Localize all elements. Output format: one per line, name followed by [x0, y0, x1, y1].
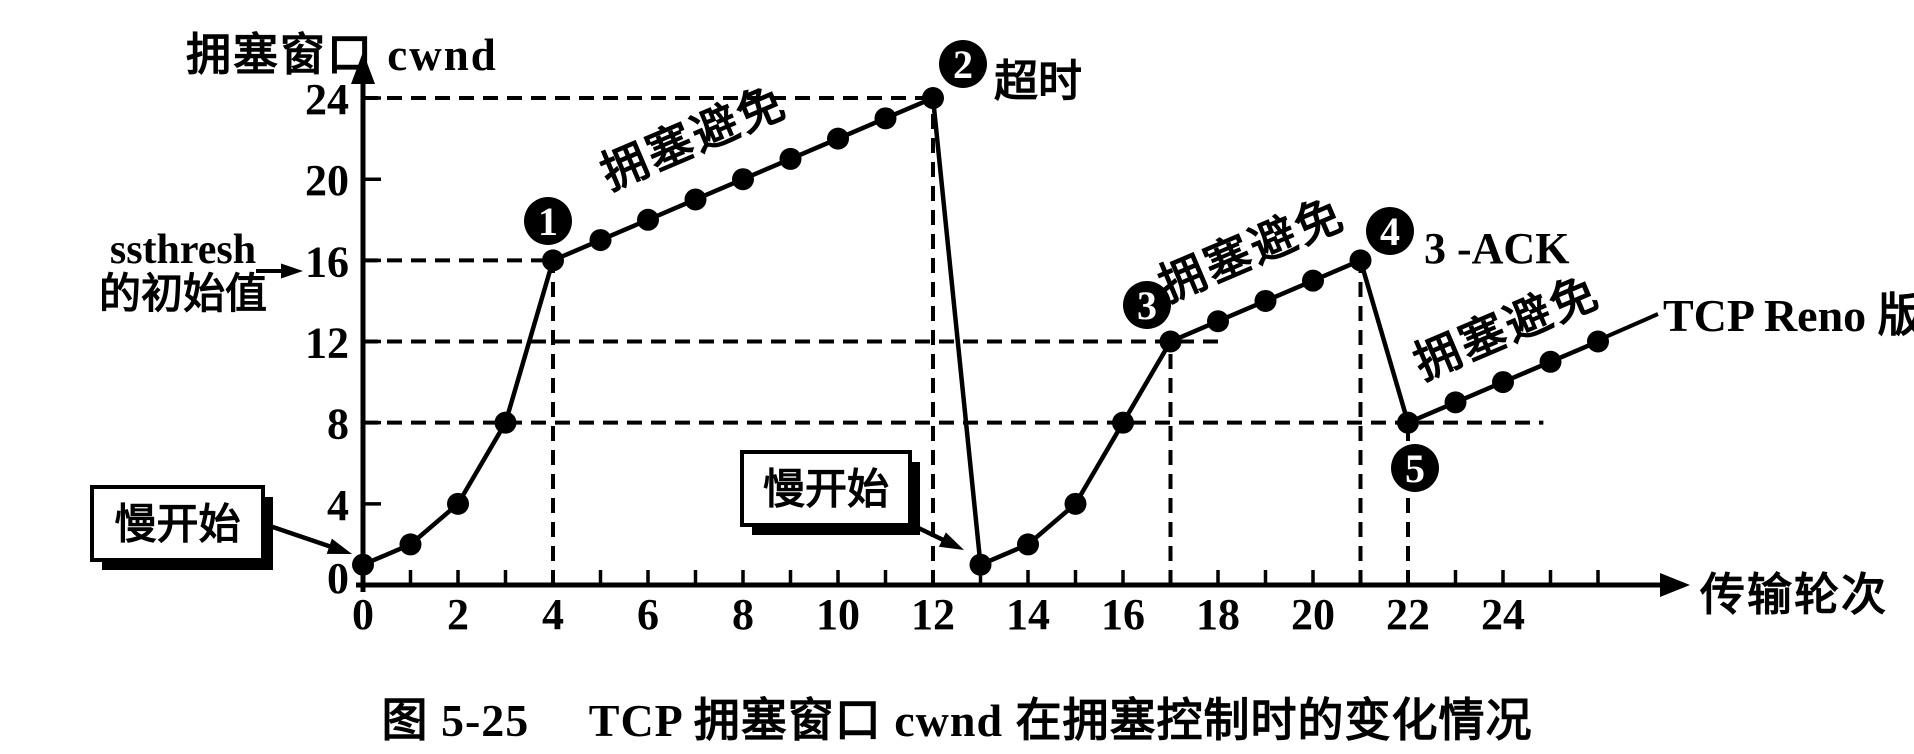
- x-axis-title: 传输轮次: [1700, 570, 1889, 620]
- ssthresh-label-line2: 的初始值: [98, 272, 267, 319]
- data-point: [1397, 411, 1419, 434]
- ssthresh-label-line1: ssthresh: [109, 227, 257, 273]
- data-point: [922, 87, 944, 110]
- data-point: [1254, 289, 1277, 312]
- data-point: [779, 147, 802, 170]
- data-point: [969, 553, 992, 576]
- callout-box-label: 慢开始: [763, 467, 889, 514]
- callout-leader-arrow-icon: [938, 532, 964, 550]
- data-point: [1064, 492, 1087, 515]
- event-marker: [1391, 444, 1439, 492]
- reno-leader: [1600, 312, 1659, 341]
- event-marker-number: 2: [953, 42, 973, 87]
- cwnd-line: [362, 94, 1599, 568]
- event-label: 3 -ACK: [1424, 224, 1569, 273]
- data-point: [637, 208, 659, 231]
- event-marker: [1123, 281, 1171, 329]
- y-tick-label: 12: [305, 319, 349, 368]
- x-tick-label: 10: [816, 590, 860, 639]
- callout-box: [740, 450, 912, 527]
- phase-label: 拥塞避免: [594, 76, 794, 200]
- data-point: [352, 553, 374, 576]
- ssthresh-arrow-icon: [281, 263, 303, 279]
- data-point: [1349, 249, 1372, 272]
- y-tick-label: 24: [305, 75, 349, 124]
- x-axis-arrow-icon: [1660, 573, 1690, 597]
- x-tick-label: 18: [1196, 590, 1240, 639]
- data-point: [1017, 533, 1039, 556]
- callout-box-label: 慢开始: [114, 502, 240, 549]
- callout-box: [90, 485, 265, 562]
- event-marker: [1366, 207, 1414, 255]
- event-marker-number: 5: [1405, 446, 1425, 491]
- data-point: [542, 249, 564, 272]
- phase-label: 拥塞避免: [1152, 188, 1352, 312]
- x-tick-label: 16: [1101, 590, 1145, 639]
- data-point: [1587, 330, 1609, 353]
- x-tick-label: 14: [1006, 590, 1050, 639]
- x-tick-label: 24: [1481, 590, 1525, 639]
- x-tick-label: 2: [447, 590, 469, 639]
- y-axis-title: 拥塞窗口 cwnd: [186, 30, 498, 80]
- data-point: [399, 533, 422, 556]
- x-tick-label: 12: [911, 590, 955, 639]
- x-tick-label: 8: [732, 590, 754, 639]
- data-point: [1444, 391, 1467, 414]
- event-marker-number: 3: [1137, 283, 1157, 328]
- data-point: [1159, 330, 1182, 353]
- y-tick-label: 20: [305, 156, 349, 205]
- x-tick-label: 4: [542, 590, 564, 639]
- data-point: [494, 411, 517, 434]
- x-tick-label: 20: [1291, 590, 1335, 639]
- data-point: [589, 229, 612, 252]
- callout-leader-arrow-icon: [326, 538, 352, 554]
- y-tick-label: 8: [327, 400, 349, 449]
- data-point: [874, 107, 897, 130]
- x-tick-label: 0: [352, 590, 374, 639]
- data-point: [732, 168, 754, 191]
- y-tick-label: 0: [327, 554, 349, 603]
- ssthresh-initial-label: ssthresh 的初始值: [88, 227, 278, 319]
- event-marker: [939, 40, 987, 88]
- event-marker: [524, 197, 572, 245]
- x-tick-label: 6: [637, 590, 659, 639]
- y-axis-arrow-icon: [351, 52, 375, 84]
- event-marker-number: 1: [538, 199, 558, 244]
- x-tick-label: 22: [1386, 590, 1430, 639]
- data-point: [1207, 310, 1229, 333]
- y-tick-label: 16: [305, 237, 349, 286]
- data-point: [1112, 411, 1134, 434]
- data-point: [1539, 350, 1562, 373]
- figure-caption: 图 5-25 TCP 拥塞窗口 cwnd 在拥塞控制时的变化情况: [381, 695, 1533, 746]
- phase-label: 拥塞避免: [1407, 266, 1607, 390]
- data-point: [827, 127, 849, 150]
- data-point: [684, 188, 707, 211]
- data-point: [447, 492, 469, 515]
- data-point: [1492, 371, 1514, 394]
- reno-version-label: TCP Reno 版本: [1663, 290, 1914, 341]
- event-marker-number: 4: [1380, 209, 1400, 254]
- y-tick-label: 4: [327, 481, 349, 530]
- data-point: [1302, 269, 1324, 292]
- event-label: 超时: [994, 57, 1082, 106]
